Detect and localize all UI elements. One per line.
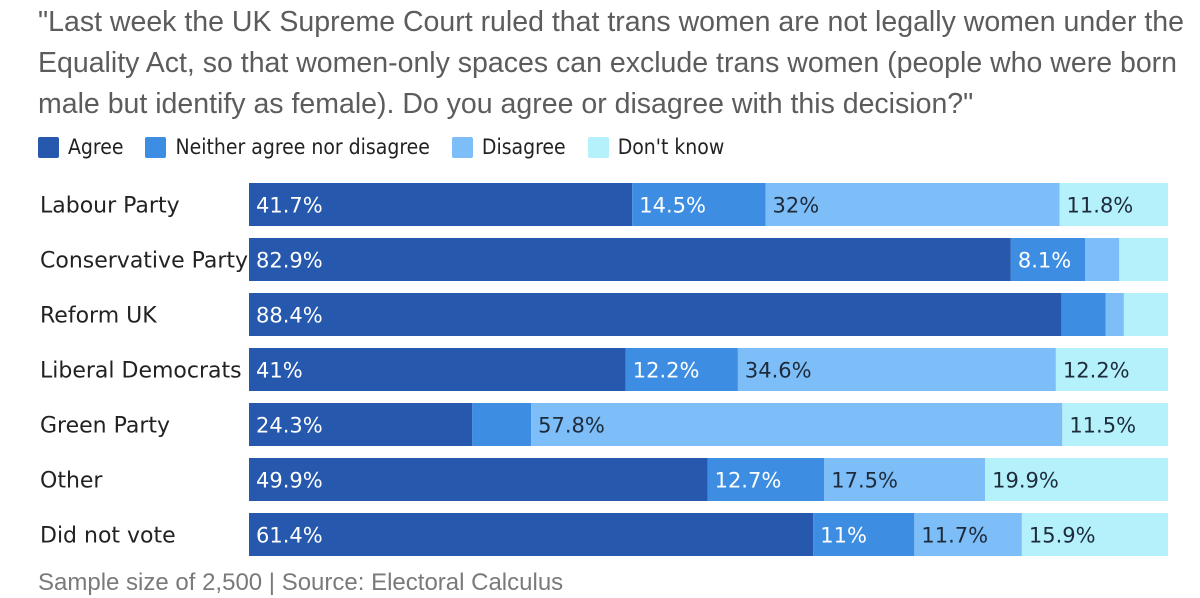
- legend-label-agree: Agree: [68, 135, 124, 159]
- data-label-green-party-dont-know: 11.5%: [1069, 414, 1136, 438]
- data-label-other-dont-know: 19.9%: [992, 469, 1059, 493]
- bar-segment-other-agree: [249, 458, 708, 501]
- chart-title: "Last week the UK Supreme Court ruled th…: [38, 6, 1184, 120]
- category-label-liberal-democrats: Liberal Democrats: [40, 359, 242, 384]
- bar-segment-did-not-vote-dont-know: [1021, 513, 1168, 556]
- data-label-labour-party-disagree: 32%: [772, 194, 819, 218]
- legend-item-neither: Neither agree nor disagree: [145, 135, 430, 159]
- legend-label-dont-know: Don't know: [617, 135, 725, 159]
- bar-segment-conservative-party-dont-know: [1119, 238, 1168, 281]
- bar-segment-other-disagree: [824, 458, 986, 501]
- bar-segment-green-party-disagree: [531, 403, 1063, 446]
- data-label-green-party-disagree: 57.8%: [538, 414, 605, 438]
- bar-segment-liberal-democrats-disagree: [737, 348, 1056, 391]
- bar-segment-labour-party-dont-know: [1059, 183, 1168, 226]
- bar-segment-other-dont-know: [985, 458, 1168, 501]
- data-label-conservative-party-agree: 82.9%: [256, 249, 323, 273]
- data-label-labour-party-neither: 14.5%: [639, 194, 706, 218]
- bar-segment-conservative-party-agree: [249, 238, 1011, 281]
- legend-label-disagree: Disagree: [481, 135, 566, 159]
- category-label-green-party: Green Party: [40, 414, 170, 439]
- bar-segment-conservative-party-neither: [1010, 238, 1086, 281]
- data-label-green-party-agree: 24.3%: [256, 414, 323, 438]
- category-label-conservative-party: Conservative Party: [40, 249, 248, 274]
- legend-label-neither: Neither agree nor disagree: [175, 135, 430, 159]
- bar-segment-conservative-party-disagree: [1085, 238, 1120, 281]
- category-label-labour-party: Labour Party: [40, 194, 180, 219]
- data-label-reform-uk-agree: 88.4%: [256, 304, 323, 328]
- bar-segment-reform-uk-neither: [1061, 293, 1106, 336]
- data-label-liberal-democrats-disagree: 34.6%: [745, 359, 812, 383]
- data-label-labour-party-dont-know: 11.8%: [1067, 194, 1134, 218]
- legend-item-agree: Agree: [38, 135, 123, 159]
- data-label-liberal-democrats-neither: 12.2%: [633, 359, 700, 383]
- data-label-liberal-democrats-dont-know: 12.2%: [1063, 359, 1130, 383]
- bar-segment-labour-party-disagree: [765, 183, 1060, 226]
- bar-segment-liberal-democrats-dont-know: [1055, 348, 1168, 391]
- data-label-did-not-vote-neither: 11%: [820, 524, 867, 548]
- bar-segment-reform-uk-disagree: [1105, 293, 1124, 336]
- bar-segment-reform-uk-agree: [249, 293, 1062, 336]
- data-label-did-not-vote-dont-know: 15.9%: [1029, 524, 1096, 548]
- bar-segment-reform-uk-dont-know: [1123, 293, 1168, 336]
- legend: Agree Neither agree nor disagree Disagre…: [38, 132, 746, 162]
- bar-segment-labour-party-neither: [632, 183, 766, 226]
- legend-swatch-agree: [38, 136, 59, 158]
- category-label-other: Other: [40, 469, 103, 494]
- legend-swatch-neither: [145, 136, 167, 158]
- bar-segment-did-not-vote-disagree: [914, 513, 1022, 556]
- legend-swatch-dont-know: [587, 136, 609, 158]
- data-label-liberal-democrats-agree: 41%: [256, 359, 303, 383]
- data-label-other-agree: 49.9%: [256, 469, 323, 493]
- legend-item-dont-know: Don't know: [587, 135, 725, 159]
- data-label-labour-party-agree: 41.7%: [256, 194, 323, 218]
- data-label-other-disagree: 17.5%: [831, 469, 898, 493]
- legend-item-disagree: Disagree: [451, 135, 566, 159]
- data-label-did-not-vote-agree: 61.4%: [256, 524, 323, 548]
- bar-segment-green-party-dont-know: [1062, 403, 1169, 446]
- legend-swatch-disagree: [451, 136, 473, 158]
- bar-segment-labour-party-agree: [249, 183, 633, 226]
- bar-segment-liberal-democrats-agree: [249, 348, 626, 391]
- bar-segment-did-not-vote-agree: [249, 513, 814, 556]
- bar-segment-other-neither: [707, 458, 825, 501]
- data-label-other-neither: 12.7%: [715, 469, 782, 493]
- category-label-did-not-vote: Did not vote: [40, 524, 176, 549]
- bar-segment-did-not-vote-neither: [813, 513, 915, 556]
- bar-segment-liberal-democrats-neither: [625, 348, 738, 391]
- bar-segment-green-party-agree: [249, 403, 473, 446]
- bar-segment-green-party-neither: [472, 403, 532, 446]
- footer-source: Sample size of 2,500 | Source: Electoral…: [38, 569, 564, 596]
- data-label-conservative-party-neither: 8.1%: [1018, 249, 1071, 273]
- data-label-did-not-vote-disagree: 11.7%: [921, 524, 988, 548]
- category-label-reform-uk: Reform UK: [40, 304, 157, 329]
